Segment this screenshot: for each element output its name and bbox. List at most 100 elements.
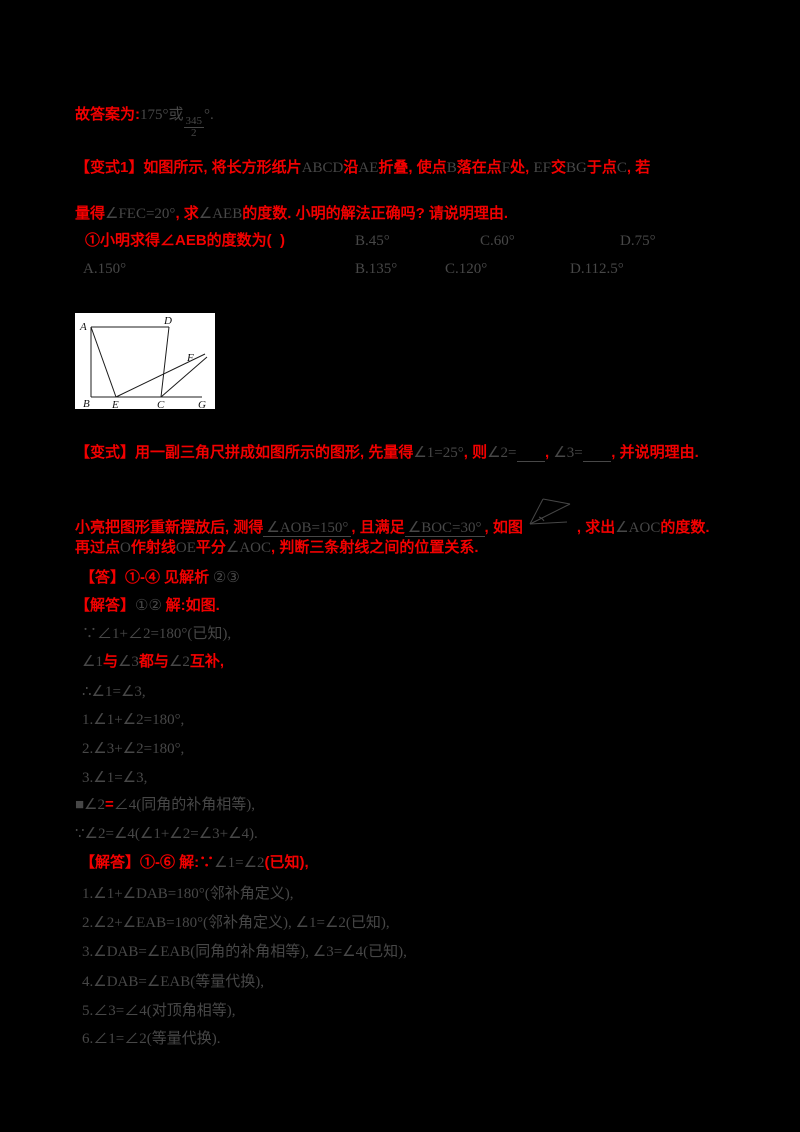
text-segment: 【变式】用一副三角尺拼成如图所示的图形, 先量得	[75, 444, 414, 461]
text-segment: , 则	[463, 444, 488, 461]
text-segment: ABCD	[301, 160, 344, 176]
figure-label-G: G	[198, 399, 206, 409]
text-segment: C	[616, 160, 627, 176]
text-segment: 解:如图.	[165, 597, 220, 614]
text-segment: 【答】①-④ 见解析	[80, 569, 210, 586]
text-segment: B.45°	[355, 233, 390, 249]
figure-segment-EF	[115, 353, 206, 398]
figure-label-E: E	[111, 399, 119, 409]
text-line: 4.∠DAB=∠EAB(等量代换),	[82, 972, 740, 992]
text-line: ∴∠1=∠3,	[82, 682, 740, 702]
figure-label-F: F	[186, 352, 194, 364]
text-line: ∠1与∠3都与∠2互补,	[82, 652, 740, 672]
geometry-figure: A D B E C G F	[75, 313, 215, 409]
text-segment: , 且满足	[351, 519, 405, 536]
text-line: 故答案为:175°或 345 2 °.	[75, 105, 740, 139]
text-segment: EF	[533, 160, 551, 176]
text-segment: OE	[175, 540, 196, 556]
figure-segment-CF	[160, 356, 208, 398]
text-segment: C.120°	[445, 261, 488, 277]
text-segment: B.135°	[355, 261, 398, 277]
text-segment: 5.∠3=∠4(对顶角相等),	[82, 1003, 236, 1019]
text-segment: BG	[565, 160, 587, 176]
geometry-figure-canvas: A D B E C G F	[79, 315, 208, 409]
text-segment: 互补,	[189, 653, 225, 670]
text-segment: ∠4(同角的补角相等),	[113, 797, 256, 813]
text-segment: 4.∠DAB=∠EAB(等量代换),	[82, 974, 265, 990]
text-segment: ■∠2	[75, 797, 106, 813]
figure-label-D: D	[163, 315, 172, 327]
text-segment	[582, 445, 612, 462]
figure-label-B: B	[83, 398, 90, 409]
text-line: ■∠2=∠4(同角的补角相等),	[75, 795, 740, 815]
figure-label-A: A	[79, 321, 87, 333]
text-segment: O	[120, 540, 131, 556]
text-line: 【答】①-④ 见解析 ②③	[80, 568, 740, 588]
text-segment: 【解答】	[75, 597, 136, 614]
text-segment: ∠AOB=150°	[263, 520, 352, 537]
text-segment: ,	[545, 444, 554, 461]
text-segment: 折叠, 使点	[378, 159, 447, 176]
text-line: 1.∠1+∠DAB=180°(邻补角定义),	[82, 884, 740, 904]
text-line: ∵∠1+∠2=180°(已知),	[82, 624, 740, 644]
text-segment: ∠FEC=20°	[105, 206, 176, 222]
fraction: 345 2	[183, 115, 204, 139]
text-segment: 平分	[195, 539, 226, 556]
text-line: ①小明求得∠AEB的度数为( ) B.45° C.60° D.75°	[85, 231, 740, 251]
text-segment: , 如图	[484, 519, 523, 536]
text-segment: ∠BOC=30°	[404, 520, 485, 537]
text-segment: ∠3	[117, 654, 139, 670]
text-segment: 1.∠1+∠2=180°,	[82, 712, 185, 728]
inline-angle-figure	[529, 498, 571, 525]
text-line: 3.∠1=∠3,	[82, 768, 740, 788]
text-line: 2.∠2+∠EAB=180°(邻补角定义), ∠1=∠2(已知),	[82, 913, 740, 933]
text-segment: , 若	[626, 159, 651, 176]
text-line: 【解答】①② 解:如图.	[75, 596, 740, 616]
text-segment: 都与	[138, 653, 169, 670]
figure-edge-DC	[160, 326, 170, 398]
text-line: ∵∠2=∠4(∠1+∠2=∠3+∠4).	[75, 824, 740, 844]
text-segment: , 并说明理由.	[611, 444, 699, 461]
text-segment: 与	[102, 653, 118, 670]
text-segment: ∠2=	[487, 445, 517, 461]
text-segment: ∵∠2=∠4(∠1+∠2=∠3+∠4).	[75, 826, 258, 842]
text-segment: D.75°	[620, 233, 656, 249]
text-segment: 6.∠1=∠2(等量代换).	[82, 1031, 221, 1047]
text-segment: , 判断三条射线之间的位置关系.	[271, 539, 479, 556]
text-line: 1.∠1+∠2=180°,	[82, 710, 740, 730]
text-segment	[516, 445, 546, 462]
text-segment: 沿	[343, 159, 359, 176]
text-segment: 3.∠1=∠3,	[82, 770, 148, 786]
text-segment: A.150°	[83, 261, 127, 277]
text-segment: ∠AOC	[615, 520, 661, 536]
figure-label-C: C	[157, 399, 165, 409]
text-segment: 的度数. 小明的解法正确吗? 请说明理由.	[242, 205, 509, 222]
text-segment: 175°或	[140, 107, 184, 123]
text-segment: 量得	[75, 205, 106, 222]
text-segment: ∠1	[82, 654, 103, 670]
text-segment: ∠AEB	[198, 206, 243, 222]
text-segment: 2.∠2+∠EAB=180°(邻补角定义), ∠1=∠2(已知),	[82, 915, 390, 931]
text-segment: 作射线	[130, 539, 176, 556]
text-segment: 解:∵	[179, 854, 215, 871]
text-segment: 的度数.	[660, 519, 710, 536]
text-segment: C.60°	[480, 233, 515, 249]
text-segment: D.112.5°	[570, 261, 624, 277]
text-segment: ∠2	[168, 654, 190, 670]
text-segment: ∠3=	[553, 445, 583, 461]
text-segment: 小亮把图形重新摆放后, 测得	[75, 519, 264, 536]
text-line: 3.∠DAB=∠EAB(同角的补角相等), ∠3=∠4(已知),	[82, 942, 740, 962]
text-segment: 再过点	[75, 539, 121, 556]
text-segment: ①②	[135, 598, 166, 614]
text-segment: 2.∠3+∠2=180°,	[82, 741, 185, 757]
text-segment: ②③	[209, 570, 240, 586]
text-segment: , 求出	[576, 519, 616, 536]
text-line: 量得∠FEC=20°, 求∠AEB的度数. 小明的解法正确吗? 请说明理由.	[75, 204, 740, 224]
text-segment: 故答案为:	[75, 106, 140, 123]
text-segment: 【变式1】如图所示, 将长方形纸片	[75, 159, 302, 176]
text-segment: , 求	[175, 205, 199, 222]
text-line: 【变式1】如图所示, 将长方形纸片ABCD沿AE折叠, 使点B落在点F处, EF…	[75, 158, 740, 178]
text-line: 【解答】①-⑥ 解:∵∠1=∠2(已知),	[80, 853, 740, 873]
text-line: 小亮把图形重新摆放后, 测得 ∠AOB=150°, 且满足 ∠BOC=30°, 如图…	[75, 496, 740, 538]
